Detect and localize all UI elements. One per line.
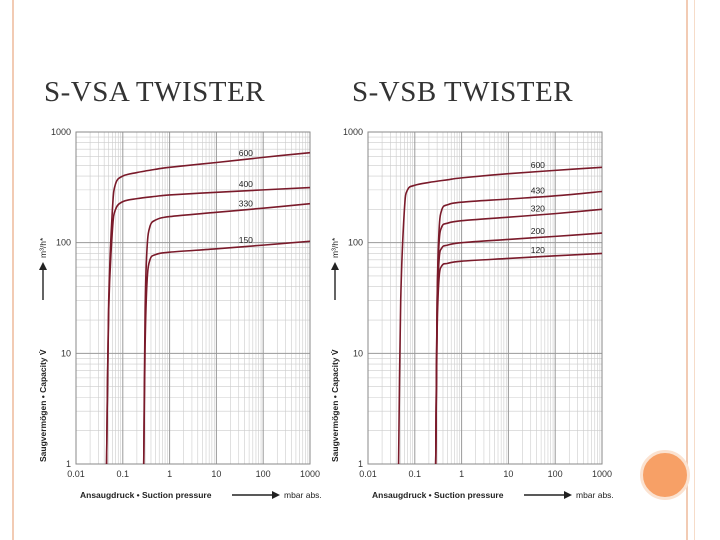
chart2-x-tick-label: 100 [548, 469, 563, 479]
chart1-series-400-line [105, 186, 311, 465]
chart2-series-200-label: 200 [531, 226, 545, 236]
chart1-x-tick-label: 0.01 [67, 469, 85, 479]
chart2-series-600-line [397, 166, 603, 465]
chart2-x-tick-label: 10 [503, 469, 513, 479]
chart1-y-axis-label-group: Saugvermögen • Capacity V̇ m³/h* [38, 237, 48, 462]
chart2-x-axis-arrowhead [564, 491, 572, 499]
chart1-y-axis-unit: m³/h* [38, 237, 48, 258]
chart1-plot-border [75, 131, 311, 465]
chart1-x-axis-unit: mbar abs. [284, 490, 322, 500]
chart2-y-tick-label: 1000 [343, 127, 363, 137]
chart2-y-axis-unit: m³/h* [330, 237, 340, 258]
slide-frame-right-inner [694, 0, 695, 540]
right-chart-heading: S-VSB TWISTER [352, 76, 574, 108]
chart1-series-600-label: 600 [239, 148, 253, 158]
chart1-plot-area [76, 132, 310, 464]
chart2-x-tick-label: 0.01 [359, 469, 377, 479]
chart1-series-150-label: 150 [239, 235, 253, 245]
chart2-x-tick-label: 1000 [592, 469, 612, 479]
chart2-x-tick-label: 0.1 [409, 469, 422, 479]
chart1-series-150-line [142, 240, 311, 465]
chart2-x-axis-unit: mbar abs. [576, 490, 614, 500]
chart1-y-tick-label: 10 [61, 348, 71, 358]
chart1-x-axis-arrowhead [272, 491, 280, 499]
chart2-series-320-label: 320 [531, 203, 545, 213]
chart1-minor-grid [76, 132, 310, 464]
chart1-x-tick-label: 0.1 [117, 469, 130, 479]
chart2-series-600-label: 600 [531, 160, 545, 170]
chart1-x-tick-label: 10 [211, 469, 221, 479]
chart1-x-tick-label: 1000 [300, 469, 320, 479]
chart2-series-120-line [434, 252, 603, 465]
decorative-orange-circle [640, 450, 690, 500]
left-chart-heading: S-VSA TWISTER [44, 76, 266, 108]
chart2-series-120-label: 120 [531, 245, 545, 255]
chart1-y-tick-label: 1000 [51, 127, 71, 137]
chart1-y-tick-label: 1 [66, 459, 71, 469]
chart1-x-tick-label: 100 [256, 469, 271, 479]
chart2-y-axis-label: Saugvermögen • Capacity V̇ [330, 349, 340, 462]
slide-frame-right [686, 0, 688, 540]
chart2-y-tick-label: 100 [348, 238, 363, 248]
chart2-x-axis-label: Ansaugdruck • Suction pressure [372, 490, 504, 500]
chart2-minor-grid [368, 132, 602, 464]
chart1-y-axis-label: Saugvermögen • Capacity V̇ [38, 349, 48, 462]
chart2-y-tick-label: 10 [353, 348, 363, 358]
chart2-x-tick-label: 1 [459, 469, 464, 479]
chart2-y-tick-label: 1 [358, 459, 363, 469]
slide-frame-left [12, 0, 14, 540]
chart1-y-tick-label: 100 [56, 238, 71, 248]
chart2-y-axis-label-group: Saugvermögen • Capacity V̇ m³/h* [330, 237, 340, 462]
chart2-plot-area [368, 132, 602, 464]
chart1-series-400-label: 400 [239, 179, 253, 189]
chart1-series-330-line [142, 202, 311, 465]
chart1-series-330-label: 330 [239, 198, 253, 208]
chart1-y-axis-arrowhead [39, 262, 47, 270]
chart2-y-axis-arrowhead [331, 262, 339, 270]
chart1-x-axis-label: Ansaugdruck • Suction pressure [80, 490, 212, 500]
chart1-x-tick-label: 1 [167, 469, 172, 479]
chart2-plot-border [367, 131, 603, 465]
chart2-series-430-label: 430 [531, 185, 545, 195]
